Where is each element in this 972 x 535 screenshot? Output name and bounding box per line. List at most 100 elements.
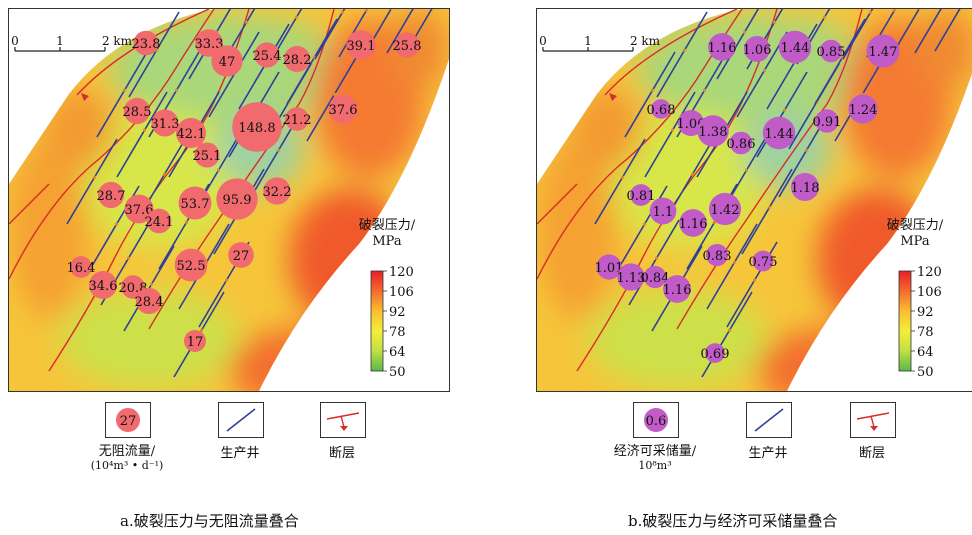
bubble-label: 0.85	[817, 45, 846, 60]
caption-b: b.破裂压力与经济可采储量叠合	[628, 512, 838, 530]
bubble	[89, 271, 117, 299]
bubble-label: 1.1	[653, 205, 674, 220]
colorbar-tick-label: 64	[389, 345, 406, 360]
reserve-legend-box: 0.6	[633, 402, 679, 438]
production-well	[128, 11, 180, 98]
production-well	[66, 138, 118, 225]
map-panel-b: 0 1 2 km 破裂压力/MPa 120 106 92 78 64 50 1.16 1.06 1.44…	[536, 8, 972, 392]
colorbar-tick-label: 106	[389, 285, 414, 300]
bubble	[178, 186, 212, 220]
bubble	[663, 275, 691, 303]
bubble	[211, 45, 243, 77]
bubble	[283, 45, 311, 73]
production-well	[914, 9, 942, 54]
bubble	[151, 109, 179, 137]
bubble	[70, 256, 92, 278]
production-well	[116, 91, 168, 178]
bubble	[97, 181, 125, 209]
bubble	[697, 115, 729, 147]
bubble	[195, 29, 223, 57]
bubble-label: 31.3	[151, 117, 180, 132]
bubble-label: 95.9	[223, 193, 252, 208]
bubble	[124, 194, 154, 224]
bubble-label: 52.5	[177, 259, 206, 274]
bubble	[146, 208, 172, 234]
bubble	[175, 117, 207, 149]
bubble-label: 28.2	[283, 53, 312, 68]
bubble-label: 17	[187, 335, 204, 350]
bubble	[346, 30, 376, 60]
bubble	[708, 33, 736, 61]
fault-legend-box-a	[320, 402, 366, 438]
scale-bar-label: 1	[584, 34, 592, 48]
production-well	[842, 9, 874, 60]
scale-bar-label: 1	[56, 34, 64, 48]
fault-legend-box-b	[850, 402, 896, 438]
bubble-label: 21.2	[283, 113, 312, 128]
bubble	[135, 287, 163, 315]
production-well	[306, 55, 358, 142]
colorbar-title: 破裂压力/	[359, 218, 416, 233]
production-well	[706, 223, 758, 310]
production-well	[386, 9, 414, 54]
colorbar-tick-label: 78	[389, 325, 406, 340]
reserve-legend-bubble	[644, 408, 668, 432]
production-well	[314, 9, 346, 60]
bubble-label: 0.81	[627, 189, 656, 204]
production-well	[741, 168, 793, 255]
bubble-label: 28.5	[123, 105, 152, 120]
bubble-label: 16.4	[67, 261, 96, 276]
flow-legend-label-line2: (10⁴m³ • d⁻¹)	[90, 459, 164, 472]
well-legend-label-a: 生产井	[220, 446, 260, 461]
flow-legend-bubble	[116, 408, 140, 432]
production-well	[656, 11, 708, 98]
bubble-label: 0.75	[749, 255, 778, 270]
caption-a: a.破裂压力与无阻流量叠合	[120, 512, 299, 530]
bubble-label: 53.7	[181, 197, 210, 212]
colorbar: 破裂压力/MPa 120 106 92 78 64 50	[887, 218, 944, 380]
colorbar-scale	[898, 270, 912, 372]
scale-bar-label: 2 km	[102, 34, 133, 48]
production-well	[756, 71, 808, 158]
bubble-label: 33.3	[195, 37, 224, 52]
map-panel-a: 0 1 2 km 破裂压力/MPa 120 106 92 78 64 50 23.8 33.3 47 25…	[8, 8, 450, 392]
bubble-label: 1.16	[663, 283, 692, 298]
colorbar: 破裂压力/MPa 120 106 92 78 64 50	[359, 218, 416, 380]
production-well	[766, 23, 818, 110]
well-legend-box-b	[746, 402, 792, 438]
bubble-label: 25.1	[193, 149, 222, 164]
bubble	[630, 184, 652, 206]
bubble	[679, 209, 707, 237]
fault-line	[9, 183, 50, 225]
colorbar-tick-label: 92	[389, 305, 406, 320]
bubble	[815, 109, 839, 133]
flow-legend-value: 27	[120, 414, 137, 429]
bubble	[328, 94, 358, 124]
production-well	[624, 51, 676, 138]
production-well	[286, 18, 338, 105]
bubble-label: 1.44	[765, 127, 794, 142]
bubble-label: 37.6	[125, 203, 154, 218]
bubble	[848, 94, 878, 124]
bubble	[762, 116, 796, 150]
fault-line	[9, 9, 215, 280]
bubble-label: 1.24	[849, 103, 878, 118]
colorbar-tick-label: 92	[917, 305, 934, 320]
production-well	[594, 138, 646, 225]
bubble	[228, 242, 254, 268]
well-legend-box-a	[218, 402, 264, 438]
bubble	[649, 197, 677, 225]
production-well	[96, 51, 148, 138]
scale-bar-label: 0	[539, 34, 547, 48]
bubble-label: 1.01	[595, 261, 624, 276]
reserve-legend-label: 经济可采储量/ 10⁸m³	[604, 440, 706, 472]
scale-bar-label: 2 km	[630, 34, 661, 48]
flow-legend-box: 27	[105, 402, 151, 438]
bubble	[790, 172, 820, 202]
bubble	[133, 30, 159, 56]
scale-bar: 0 1 2 km	[11, 34, 133, 52]
bubble-label: 1.06	[743, 43, 772, 58]
bubble-label: 1.13	[617, 271, 646, 286]
bubble	[183, 329, 207, 353]
production-well	[701, 291, 753, 378]
